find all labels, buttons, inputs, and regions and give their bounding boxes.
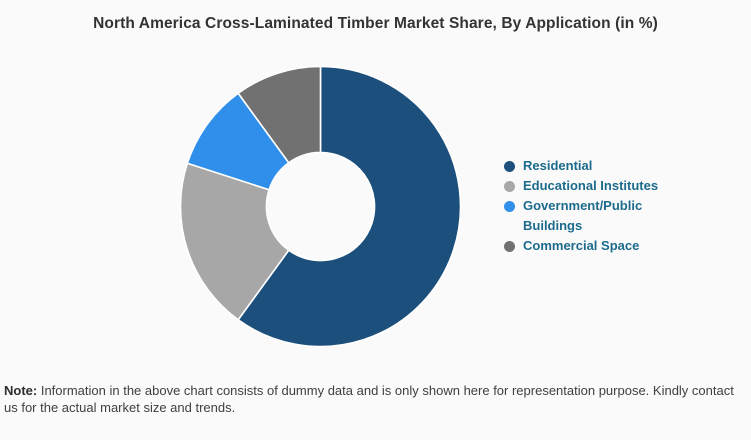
legend-marker-icon (504, 200, 515, 212)
legend-item-educational-institutes[interactable]: Educational Institutes (504, 176, 674, 196)
note-label: Note: (4, 383, 38, 398)
chart-legend: Residential Educational Institutes Gover… (504, 156, 674, 256)
pie-segment-educational-institutes[interactable] (179, 162, 290, 321)
legend-marker-icon (504, 240, 515, 252)
donut-chart-area (175, 61, 466, 352)
chart-title: North America Cross-Laminated Timber Mar… (93, 15, 658, 32)
legend-item-residential[interactable]: Residential (504, 156, 674, 176)
legend-marker-icon (504, 160, 515, 172)
donut-chart (179, 65, 462, 348)
legend-label: Commercial Space (523, 238, 640, 253)
legend-label: Government/Public Buildings (523, 198, 643, 233)
pie-segment-commercial-space[interactable] (237, 65, 322, 164)
chart-note: Note: Information in the above chart con… (4, 383, 748, 416)
legend-marker-icon (504, 180, 515, 192)
note-text: Information in the above chart consists … (4, 383, 734, 415)
pie-segment-residential[interactable] (237, 65, 462, 348)
legend-label: Residential (523, 158, 593, 173)
legend-item-commercial-space[interactable]: Commercial Space (504, 236, 674, 256)
legend-label: Educational Institutes (523, 178, 659, 193)
legend-item-government-public-buildings[interactable]: Government/Public Buildings (504, 196, 674, 236)
